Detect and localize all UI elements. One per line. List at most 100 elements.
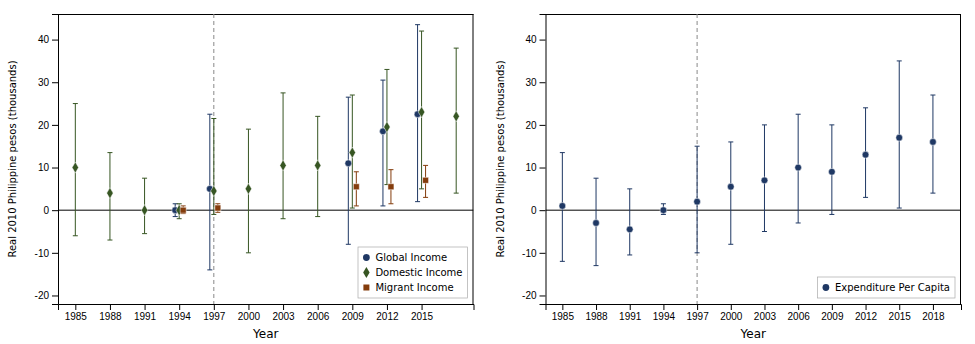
legend-symbol bbox=[363, 285, 369, 291]
tick-mark bbox=[75, 304, 76, 310]
tick: -10 bbox=[522, 248, 545, 259]
y-axis: -20-10010203040 bbox=[35, 15, 59, 305]
tick-label: 1988 bbox=[585, 311, 608, 322]
panel: 1985198819911994199720002003200620092012… bbox=[495, 14, 962, 341]
error-bar bbox=[142, 178, 147, 233]
reference-line bbox=[546, 210, 962, 211]
series bbox=[172, 25, 421, 270]
tick: 2003 bbox=[272, 304, 295, 322]
tick-mark bbox=[832, 304, 833, 310]
point bbox=[180, 207, 186, 213]
tick-mark bbox=[540, 40, 546, 41]
tick-mark bbox=[52, 210, 58, 211]
tick-label: 2015 bbox=[411, 311, 434, 322]
error-bar bbox=[211, 118, 216, 214]
point bbox=[660, 207, 667, 214]
legend: Global IncomeDomestic IncomeMigrant Inco… bbox=[358, 247, 467, 298]
error-bar bbox=[350, 95, 355, 208]
series bbox=[180, 165, 428, 213]
tick-mark bbox=[540, 295, 546, 296]
frame bbox=[473, 14, 474, 304]
point bbox=[384, 121, 390, 132]
tick-label: 2009 bbox=[821, 311, 844, 322]
point bbox=[418, 107, 424, 118]
tick: 1985 bbox=[552, 304, 575, 322]
tick-mark bbox=[731, 304, 732, 310]
tick-mark bbox=[764, 304, 765, 310]
plot-area bbox=[546, 14, 962, 304]
legend-label: Global Income bbox=[375, 252, 447, 263]
tick-label: -20 bbox=[35, 290, 50, 301]
error-bar bbox=[346, 97, 351, 244]
legend-frame bbox=[358, 247, 467, 298]
axis-line bbox=[52, 15, 59, 305]
panel: 1985198819911994199720002003200620092012… bbox=[7, 14, 474, 341]
point bbox=[896, 134, 903, 141]
error-bar bbox=[796, 114, 801, 223]
tick-mark bbox=[110, 304, 111, 310]
tick-label: 1985 bbox=[65, 311, 88, 322]
legend-symbol bbox=[363, 267, 369, 278]
legend: Expenditure Per Capita bbox=[818, 277, 955, 298]
error-bar bbox=[423, 165, 428, 197]
error-bar bbox=[384, 69, 389, 184]
tick-mark bbox=[663, 304, 664, 310]
tick-label: 2006 bbox=[307, 311, 330, 322]
tick: 1985 bbox=[65, 304, 88, 322]
point bbox=[280, 160, 286, 171]
y-axis: -20-10010203040 bbox=[522, 15, 546, 305]
tick: 2015 bbox=[411, 304, 434, 322]
tick-label: 10 bbox=[525, 162, 537, 173]
tick-mark bbox=[179, 304, 180, 310]
tick-label: 2000 bbox=[720, 311, 743, 322]
error-bar bbox=[863, 108, 868, 198]
tick-mark bbox=[798, 304, 799, 310]
error-bar bbox=[380, 80, 385, 206]
tick-label: 1997 bbox=[203, 311, 226, 322]
legend-item: Expenditure Per Capita bbox=[823, 282, 950, 293]
tick-label: 1997 bbox=[686, 311, 709, 322]
point bbox=[862, 151, 869, 158]
legend-item: Global Income bbox=[363, 252, 447, 263]
tick-label: -10 bbox=[522, 248, 537, 259]
point bbox=[930, 139, 937, 146]
point bbox=[314, 160, 320, 171]
tick: -10 bbox=[35, 248, 58, 259]
axis-line bbox=[540, 15, 547, 305]
tick-label: 2000 bbox=[238, 311, 261, 322]
tick: 1994 bbox=[169, 304, 192, 322]
point bbox=[215, 205, 221, 211]
legend-label: Migrant Income bbox=[375, 282, 453, 293]
tick: 1997 bbox=[686, 304, 709, 322]
point bbox=[727, 183, 734, 190]
tick-mark bbox=[540, 168, 546, 169]
y-axis-title: Real 2010 Philippine pesos (thousands) bbox=[7, 60, 18, 257]
tick-mark bbox=[899, 304, 900, 310]
tick-label: 20 bbox=[38, 120, 50, 131]
point bbox=[761, 177, 768, 184]
tick-label: 0 bbox=[43, 205, 49, 216]
tick-label: 1991 bbox=[134, 311, 157, 322]
tick: 40 bbox=[38, 34, 58, 45]
tick-label: 1991 bbox=[619, 311, 642, 322]
tick-mark bbox=[352, 304, 353, 310]
tick-mark bbox=[866, 304, 867, 310]
tick-mark bbox=[540, 210, 546, 211]
error-bar bbox=[315, 116, 320, 216]
tick-label: 1994 bbox=[653, 311, 676, 322]
series bbox=[559, 61, 936, 266]
tick-mark bbox=[52, 82, 58, 83]
tick: 20 bbox=[525, 120, 545, 131]
tick: 1991 bbox=[134, 304, 157, 322]
tick-label: 2003 bbox=[272, 311, 295, 322]
tick-label: 1988 bbox=[99, 311, 122, 322]
tick-label: 30 bbox=[38, 77, 50, 88]
tick: 1991 bbox=[619, 304, 642, 322]
frame bbox=[960, 14, 961, 304]
x-axis-title: Year bbox=[252, 327, 278, 341]
error-bar bbox=[661, 204, 666, 215]
legend-label: Expenditure Per Capita bbox=[835, 282, 950, 293]
error-bar bbox=[246, 129, 251, 253]
x-axis: 1985198819911994199720002003200620092012… bbox=[546, 304, 962, 322]
tick-mark bbox=[52, 40, 58, 41]
